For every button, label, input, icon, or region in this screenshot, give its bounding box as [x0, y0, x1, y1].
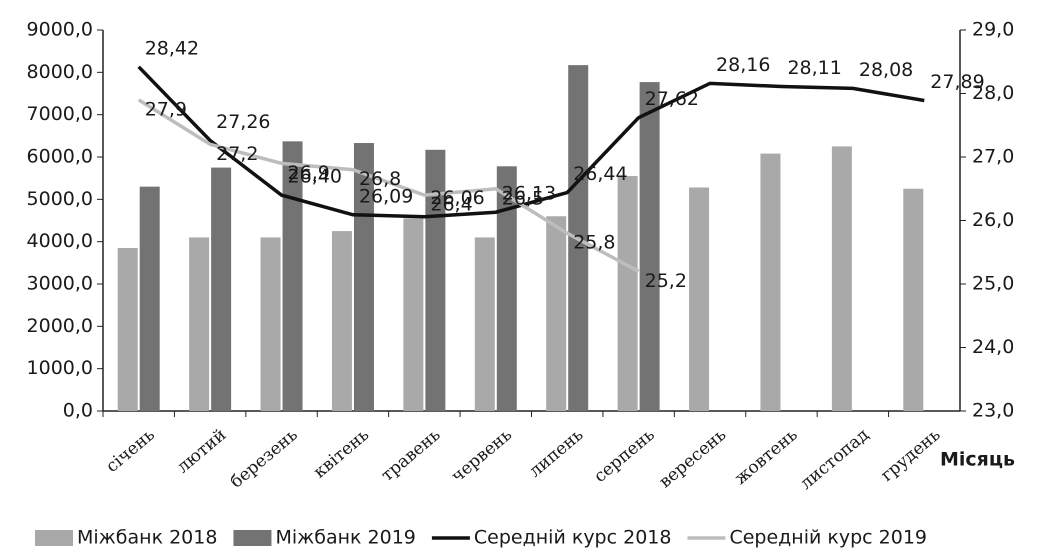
- x-tick-label: грудень: [877, 425, 944, 486]
- bar: [639, 82, 660, 411]
- y-tick-label: 4000,0: [27, 230, 93, 252]
- data-label: 28,08: [859, 59, 913, 81]
- y-tick-label: 2000,0: [27, 315, 93, 337]
- data-label: 26,40: [288, 166, 342, 188]
- x-tick-label: квітень: [310, 425, 373, 483]
- y-tick-label: 1000,0: [27, 357, 93, 379]
- data-label: 25,8: [573, 232, 615, 254]
- y2-tick-label: 28,0: [972, 82, 1014, 104]
- line: [137, 65, 925, 219]
- bar: [474, 237, 495, 411]
- legend-label: Середній курс 2019: [729, 527, 927, 549]
- bar: [689, 187, 710, 411]
- data-label: 28,16: [716, 54, 770, 76]
- line: [137, 98, 640, 273]
- x-tick-label: травень: [378, 425, 445, 486]
- bar: [903, 188, 924, 411]
- data-label: 27,2: [216, 143, 258, 165]
- bar: [282, 141, 303, 411]
- bar: [496, 166, 517, 411]
- bar: [260, 237, 281, 411]
- y2-tick-label: 29,0: [972, 19, 1014, 41]
- y2-tick-label: 25,0: [972, 273, 1014, 295]
- y-tick-label: 8000,0: [27, 61, 93, 83]
- legend-label: Міжбанк 2019: [275, 527, 415, 549]
- bar: [331, 231, 352, 411]
- legend-label: Середній курс 2018: [474, 527, 672, 549]
- y-tick-label: 7000,0: [27, 103, 93, 125]
- y-tick-label: 6000,0: [27, 146, 93, 168]
- x-tick-label: січень: [102, 425, 158, 477]
- bar: [117, 248, 138, 411]
- data-label: 27,26: [216, 111, 270, 133]
- legend-swatch: [233, 530, 272, 546]
- bar: [189, 237, 210, 411]
- data-label: 27,9: [145, 98, 187, 120]
- y2-tick-label: 26,0: [972, 209, 1014, 231]
- data-label: 26,09: [359, 185, 413, 207]
- x-tick-label: березень: [227, 425, 302, 492]
- data-label: 26,8: [359, 168, 401, 190]
- y2-tick-label: 23,0: [972, 400, 1014, 422]
- data-label: 27,62: [645, 88, 699, 110]
- data-label: 28,42: [145, 37, 199, 59]
- x-tick-label: листопад: [796, 425, 873, 494]
- bar: [353, 143, 374, 411]
- bar: [211, 167, 232, 411]
- data-label: 26,13: [502, 183, 556, 205]
- bar: [831, 146, 852, 411]
- legend-swatch: [35, 530, 73, 546]
- x-tick-label: червень: [448, 425, 516, 487]
- data-label: 26,5: [502, 187, 544, 209]
- data-label: 28,11: [787, 57, 841, 79]
- x-tick-label: липень: [525, 425, 587, 482]
- legend-label: Міжбанк 2018: [77, 527, 217, 549]
- data-label: 27,89: [930, 71, 984, 93]
- data-label: 25,2: [645, 270, 687, 292]
- data-label: 26,9: [288, 162, 330, 184]
- data-label: 26,4: [430, 194, 472, 216]
- x-axis-label: Місяць: [940, 449, 1015, 471]
- x-tick-label: жовтень: [731, 425, 802, 489]
- bar: [546, 216, 567, 411]
- y-tick-label: 9000,0: [27, 19, 93, 41]
- x-tick-label: вересень: [655, 425, 730, 492]
- bar: [760, 153, 781, 411]
- data-label: 26,44: [573, 163, 627, 185]
- bar: [617, 176, 638, 411]
- y-tick-label: 5000,0: [27, 188, 93, 210]
- x-tick-label: серпень: [590, 425, 658, 487]
- bar: [139, 186, 160, 411]
- bar: [403, 218, 424, 411]
- x-tick-label: лютий: [173, 425, 230, 477]
- y2-tick-label: 27,0: [972, 146, 1014, 168]
- y-tick-label: 0,0: [63, 400, 93, 422]
- y2-tick-label: 24,0: [972, 336, 1014, 358]
- y-tick-label: 3000,0: [27, 273, 93, 295]
- data-label: 26,06: [430, 187, 484, 209]
